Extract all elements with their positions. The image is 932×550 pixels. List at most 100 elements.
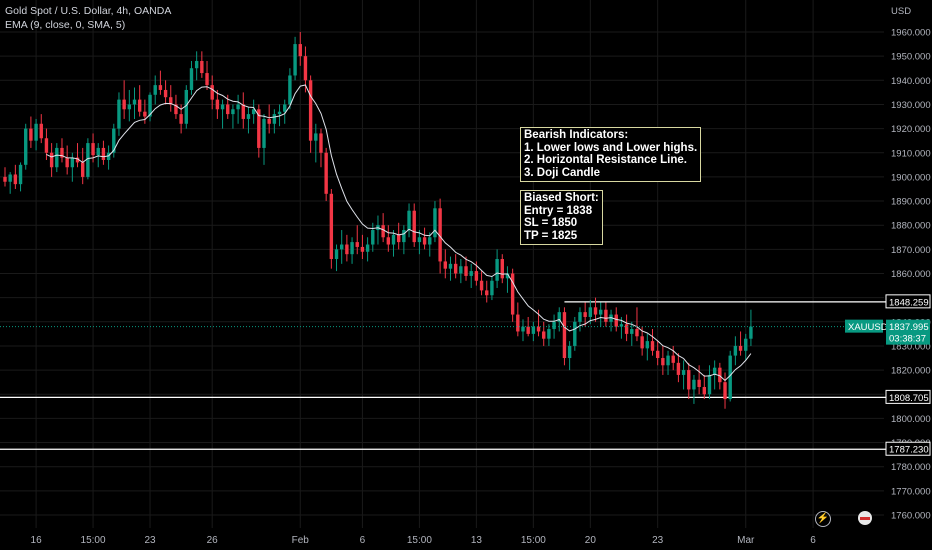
candle-body: [251, 109, 256, 115]
candle-body: [635, 329, 639, 337]
candle-body: [226, 104, 230, 115]
candle-body: [609, 314, 613, 322]
candle-body: [324, 152, 328, 194]
candle-body: [707, 374, 712, 395]
candle-body: [70, 157, 75, 168]
candle-body: [562, 312, 567, 359]
candle-body: [407, 210, 411, 231]
note-title: Bearish Indicators:: [524, 129, 629, 141]
candle-body: [428, 237, 432, 245]
candle-body: [412, 210, 416, 243]
candle-body: [510, 273, 515, 315]
candle-body: [91, 143, 95, 156]
candle-body: [712, 367, 717, 375]
symbol-tag-label: XAUUSD: [848, 322, 888, 333]
level-tag-label: 1808.705: [889, 393, 929, 404]
y-tick-label: 1960.000: [891, 28, 931, 39]
candle-body: [433, 208, 437, 238]
candle-body: [391, 234, 396, 245]
y-tick-label: 1800.000: [891, 414, 931, 425]
bearish-indicators-note[interactable]: Bearish Indicators: 1. Lower lows and Lo…: [520, 127, 702, 182]
candle-body: [676, 362, 681, 375]
candle-body: [75, 157, 80, 163]
chart-title[interactable]: Gold Spot / U.S. Dollar, 4h, OANDA: [5, 5, 172, 17]
candle-body: [531, 326, 536, 334]
candle-body: [464, 266, 468, 276]
note-line: Entry = 1838: [524, 204, 593, 217]
candle-body: [122, 99, 126, 110]
candle-body: [578, 312, 582, 322]
x-tick-label: 6: [360, 535, 366, 546]
x-axis-labels: 16 15:00 23 26 Feb 6 15:00 13 15:00 20 23 Mar 6: [31, 535, 817, 546]
x-tick-label: 20: [585, 535, 597, 546]
candle-body: [516, 314, 520, 332]
candle-body: [360, 246, 365, 252]
candle-body: [567, 345, 572, 359]
candle-body: [381, 225, 385, 238]
candle-body: [262, 118, 266, 148]
y-tick-label: 1950.000: [891, 52, 931, 63]
candle-body: [417, 237, 422, 243]
candle-body: [459, 266, 463, 274]
y-tick-label: 1910.000: [891, 148, 931, 159]
candle-body: [355, 242, 359, 247]
candle-body: [645, 341, 650, 349]
ema-polyline: [46, 84, 752, 382]
candle-body: [81, 162, 85, 177]
candle-body: [329, 193, 334, 260]
candle-body: [500, 259, 504, 279]
candle-body: [485, 290, 489, 296]
candle-body: [738, 345, 743, 351]
candle-body: [422, 237, 427, 245]
currency-label: USD: [891, 6, 911, 17]
candle-body: [220, 104, 225, 110]
candle-body: [153, 85, 157, 95]
candle-body: [96, 147, 100, 156]
y-tick-label: 1760.000: [891, 511, 931, 522]
candle-body: [117, 99, 121, 129]
candle-body: [314, 133, 318, 141]
y-tick-label: 1880.000: [891, 221, 931, 232]
x-tick-label: 13: [471, 535, 483, 546]
x-tick-label: 16: [31, 535, 43, 546]
symbol-tag-box: [845, 319, 883, 333]
note-line: 2. Horizontal Resistance Line.: [524, 154, 687, 166]
candle-body: [101, 147, 106, 160]
y-tick-label: 1900.000: [891, 172, 931, 183]
candles: [3, 32, 753, 409]
candle-body: [557, 312, 561, 322]
candle-body: [60, 147, 64, 158]
candle-body: [246, 114, 251, 119]
trade-plan-note[interactable]: Biased Short: Entry = 1838 SL = 1850 TP …: [520, 190, 603, 245]
note-line: SL = 1850: [524, 217, 578, 229]
candle-body: [231, 109, 235, 115]
level-tag-box: [885, 441, 931, 456]
candle-body: [158, 85, 163, 90]
candle-body: [443, 261, 447, 269]
candle-body: [194, 60, 199, 69]
ema-line: [46, 84, 752, 382]
candle-body: [179, 114, 183, 124]
candle-body: [257, 109, 261, 148]
candle-body: [277, 111, 282, 115]
indicator-legend[interactable]: EMA (9, close, 0, SMA, 5): [5, 19, 126, 31]
candle-body: [241, 104, 245, 119]
candle-body: [49, 152, 54, 168]
candle-body: [681, 370, 686, 375]
candle-body: [65, 157, 69, 168]
candle-body: [469, 271, 473, 276]
candle-body: [547, 329, 551, 339]
price-axis[interactable]: [886, 0, 932, 550]
y-tick-label: 1770.000: [891, 486, 931, 497]
candle-body: [624, 324, 629, 334]
candle-body: [542, 331, 546, 339]
note-line: 1. Lower lows and Lower highs.: [524, 141, 698, 154]
candle-body: [293, 44, 297, 76]
flag-icon[interactable]: ▬: [858, 511, 872, 525]
candle-body: [588, 307, 593, 317]
lightning-icon[interactable]: ⚡: [815, 511, 831, 527]
x-tick-label: 15:00: [407, 535, 432, 546]
candle-body: [448, 263, 453, 269]
candle-body: [189, 68, 194, 90]
